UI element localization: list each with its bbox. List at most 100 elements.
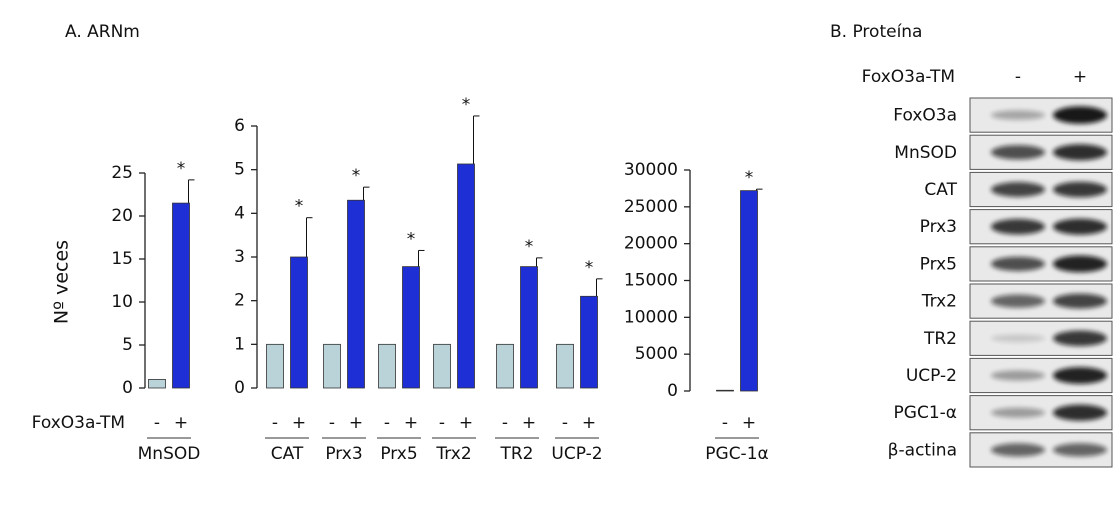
blot-band — [1053, 256, 1107, 273]
protein-label: PGC1-α — [894, 403, 957, 423]
blot-band — [1053, 331, 1107, 347]
blot-band — [991, 257, 1045, 271]
protein-label: Trx2 — [921, 292, 957, 312]
condition-tick: + — [404, 413, 418, 433]
bar — [291, 257, 308, 388]
condition-tick: - — [502, 413, 508, 433]
blot-condition: FoxO3a-TM — [862, 67, 955, 87]
blot-band — [1053, 294, 1107, 309]
bar — [348, 200, 365, 388]
y-tick-label: 2 — [234, 291, 245, 311]
x-tick-label: Prx3 — [325, 444, 362, 464]
x-tick-label: Trx2 — [435, 444, 471, 464]
figure: A. ARNm B. Proteína 0510152025Nº vecesFo… — [0, 0, 1114, 506]
condition-tick: - — [722, 413, 728, 433]
y-tick-label: 30000 — [624, 160, 678, 180]
protein-label: TR2 — [923, 329, 957, 349]
condition-tick: + — [292, 413, 306, 433]
protein-label: Prx5 — [920, 254, 957, 274]
blot-band — [991, 408, 1045, 418]
x-tick-label: TR2 — [499, 444, 533, 464]
y-tick-label: 0 — [122, 378, 133, 398]
blot-band — [1053, 219, 1107, 235]
y-axis-label: Nº veces — [51, 240, 73, 324]
blot-band — [991, 295, 1045, 308]
y-tick-label: 15000 — [624, 271, 678, 291]
x-tick-label: UCP-2 — [551, 444, 602, 464]
blot-band — [1053, 367, 1107, 384]
protein-label: UCP-2 — [906, 366, 957, 386]
y-tick-label: 25 — [111, 163, 133, 183]
bar — [497, 344, 514, 388]
bar — [267, 344, 284, 388]
y-tick-label: 5000 — [635, 344, 678, 364]
blot-band — [991, 370, 1045, 380]
condition-label: FoxO3a-TM — [32, 413, 125, 433]
panel-title: A. ARNm — [65, 22, 140, 42]
lane-label: - — [1015, 67, 1021, 87]
bar — [741, 191, 758, 391]
y-tick-label: 1 — [234, 334, 245, 354]
condition-tick: + — [742, 413, 756, 433]
y-tick-label: 5 — [122, 335, 133, 355]
blot-band — [1053, 182, 1107, 198]
significance: * — [352, 166, 361, 186]
condition-tick: - — [154, 413, 160, 433]
blot-band — [991, 219, 1045, 235]
y-tick-label: 6 — [234, 116, 245, 136]
y-tick-label: 0 — [667, 381, 678, 401]
bar — [379, 344, 396, 388]
protein-label: MnSOD — [894, 143, 957, 163]
lane-label: + — [1073, 67, 1087, 87]
condition-tick: - — [562, 413, 568, 433]
bar — [458, 164, 475, 388]
blot-band — [991, 443, 1045, 456]
condition-tick: - — [272, 413, 278, 433]
x-tick-label: CAT — [271, 444, 304, 464]
bar — [581, 296, 598, 388]
bar — [717, 390, 734, 391]
significance: * — [585, 258, 594, 278]
condition-tick: + — [349, 413, 363, 433]
blot-band — [1053, 443, 1107, 456]
y-tick-label: 10 — [111, 292, 133, 312]
blot-band — [991, 110, 1045, 120]
protein-label: Prx3 — [920, 217, 957, 237]
significance: * — [177, 159, 186, 179]
bar — [324, 344, 341, 388]
bar — [173, 203, 190, 388]
y-tick-label: 15 — [111, 249, 133, 269]
condition-tick: - — [384, 413, 390, 433]
protein-label: β-actina — [888, 440, 957, 460]
y-tick-label: 10000 — [624, 307, 678, 327]
bar — [521, 267, 538, 388]
bar — [149, 379, 166, 388]
condition-tick: + — [582, 413, 596, 433]
condition-tick: - — [439, 413, 445, 433]
y-tick-label: 25000 — [624, 197, 678, 217]
significance: * — [462, 95, 471, 115]
blot-band — [1053, 405, 1107, 421]
blot-band — [991, 334, 1045, 342]
protein-label: FoxO3a — [893, 106, 957, 126]
significance: * — [295, 197, 304, 217]
panel-title: B. Proteína — [830, 22, 922, 42]
y-tick-label: 20000 — [624, 234, 678, 254]
x-tick-label: MnSOD — [138, 444, 201, 464]
x-tick-label: Prx5 — [380, 444, 417, 464]
y-tick-label: 0 — [234, 378, 245, 398]
x-tick-label: PGC-1α — [705, 444, 768, 464]
bar — [434, 344, 451, 388]
blot-band — [1053, 144, 1107, 160]
significance: * — [745, 168, 754, 188]
y-tick-label: 4 — [234, 203, 245, 223]
bar — [403, 267, 420, 388]
condition-tick: - — [329, 413, 335, 433]
blot-band — [991, 182, 1045, 197]
y-tick-label: 20 — [111, 206, 133, 226]
significance: * — [525, 237, 534, 257]
protein-label: CAT — [924, 180, 957, 200]
y-tick-label: 3 — [234, 247, 245, 267]
significance: * — [407, 229, 416, 249]
blot-band — [1053, 106, 1107, 123]
